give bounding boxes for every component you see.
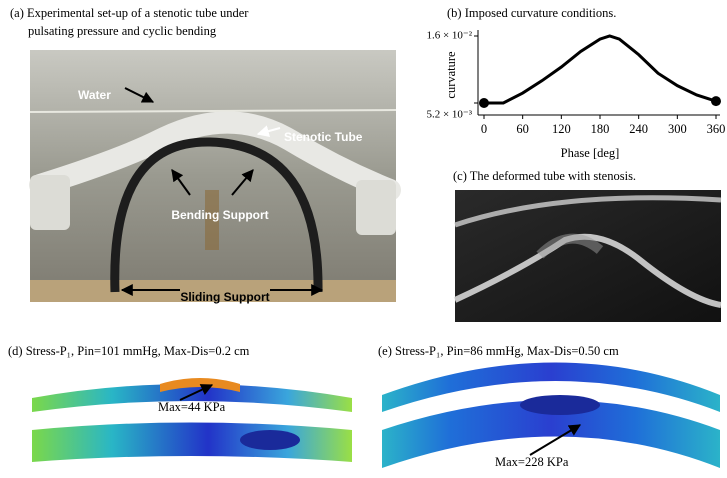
y-tick-label: 5.2 × 10⁻³ — [426, 109, 472, 121]
panel-title: (e) Stress-P₁, Pin=86 mmHg, Max-Dis=0.50… — [378, 344, 619, 358]
y-tick-label: 1.6 × 10⁻² — [426, 30, 472, 42]
annotation: Sliding Support — [180, 290, 269, 304]
x-tick-label: 60 — [516, 122, 529, 136]
x-tick-label: 120 — [552, 122, 571, 136]
curvature-chart: (b) Imposed curvature conditions. curvat… — [426, 6, 725, 160]
panel-title: (c) The deformed tube with stenosis. — [453, 169, 636, 183]
figure: (a) Experimental set-up of a stenotic tu… — [0, 0, 727, 478]
annotation: Stenotic Tube — [284, 130, 363, 144]
x-tick-label: 300 — [668, 122, 687, 136]
x-tick-label: 180 — [591, 122, 610, 136]
x-tick-label: 240 — [629, 122, 648, 136]
end-point — [711, 96, 721, 106]
annotation: Water — [78, 88, 111, 102]
annotation: Max=228 KPa — [495, 455, 569, 469]
panel-title: (a) Experimental set-up of a stenotic tu… — [10, 6, 249, 20]
panel-title: pulsating pressure and cyclic bending — [28, 24, 217, 38]
y-axis-label: curvature — [444, 51, 458, 99]
chart-title: (b) Imposed curvature conditions. — [447, 6, 616, 20]
stress-map — [32, 378, 352, 462]
annotation: Bending Support — [171, 208, 268, 222]
end-point — [479, 98, 489, 108]
x-tick-label: 0 — [481, 122, 487, 136]
ultrasound-image — [455, 190, 721, 322]
x-tick-label: 360 — [707, 122, 726, 136]
stress-map — [382, 363, 720, 469]
panel-title: (d) Stress-P₁, Pin=101 mmHg, Max-Dis=0.2… — [8, 344, 250, 358]
x-axis-label: Phase [deg] — [561, 146, 620, 160]
annotation: Max=44 KPa — [158, 400, 226, 414]
curve — [484, 36, 716, 103]
